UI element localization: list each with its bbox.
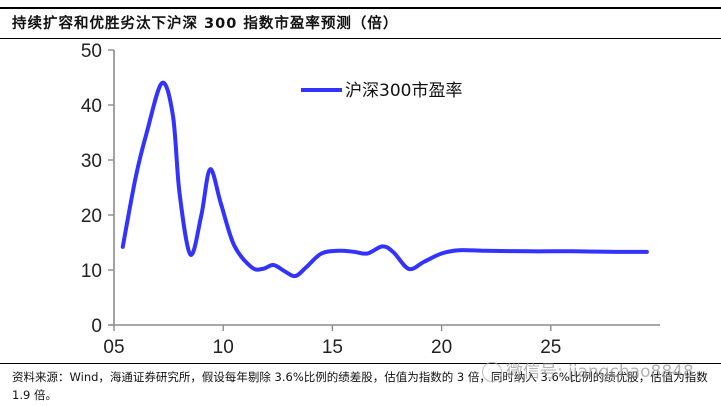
chart-title: 持续扩容和优胜劣汰下沪深 300 指数市盈率预测（倍）: [12, 16, 399, 32]
y-tick-label: 10: [81, 261, 102, 282]
x-tick-label: 10: [213, 337, 234, 358]
wechat-icon: [482, 362, 502, 382]
watermark: 微信号: jiangchao8848: [482, 357, 694, 382]
line-chart: 0 10 20 30 40 50 05 10 15 20 25 沪深300市盈率: [81, 41, 660, 358]
top-rule: [0, 7, 721, 9]
x-tick-label: 20: [431, 337, 452, 358]
source-note: 资料来源：Wind，海通证券研究所，假设每年剔除 3.6%比例的绩差股，估值为指…: [12, 370, 708, 402]
y-tick-label: 50: [81, 41, 102, 62]
series-line-hs300-pe: [120, 80, 649, 279]
axis-ticks: 0 10 20 30 40 50 05 10 15 20 25: [81, 41, 562, 358]
y-tick-label: 0: [91, 316, 102, 337]
watermark-text: 微信号: jiangchao8848: [506, 362, 694, 382]
y-tick-label: 30: [81, 151, 102, 172]
x-tick-label: 05: [103, 337, 124, 358]
title-rule: [0, 38, 721, 39]
chart-legend: 沪深300市盈率: [301, 81, 462, 101]
y-tick-label: 20: [81, 206, 102, 227]
y-tick-label: 40: [81, 96, 102, 117]
chart-axes: [109, 50, 660, 326]
x-tick-label: 25: [540, 337, 561, 358]
source-rule: [0, 363, 721, 364]
x-tick-label: 15: [322, 337, 343, 358]
legend-label: 沪深300市盈率: [345, 81, 462, 101]
